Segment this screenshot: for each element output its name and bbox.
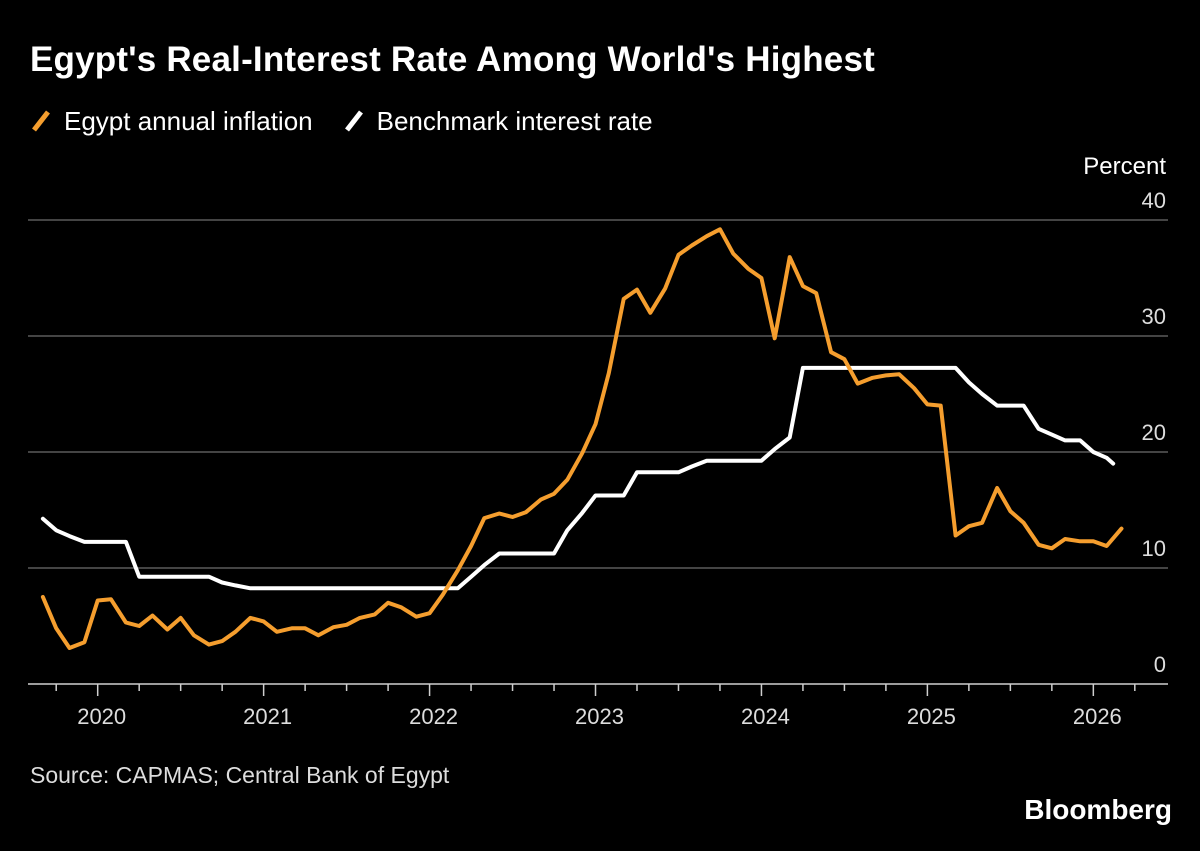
x-tick-label-2022: 2022: [409, 704, 458, 729]
y-tick-label-20: 20: [1142, 420, 1166, 445]
x-tick-label-2024: 2024: [741, 704, 790, 729]
legend-swatch-interest-rate: [344, 110, 363, 132]
x-tick-label-2025: 2025: [907, 704, 956, 729]
legend: Egypt annual inflation Benchmark interes…: [30, 104, 683, 138]
y-tick-label-40: 40: [1142, 188, 1166, 213]
legend-item-inflation: Egypt annual inflation: [30, 106, 313, 137]
legend-label-inflation: Egypt annual inflation: [64, 105, 313, 136]
x-tick-label-2020: 2020: [77, 704, 126, 729]
y-tick-label-0: 0: [1154, 652, 1166, 677]
bloomberg-logo: Bloomberg: [1024, 794, 1172, 825]
legend-item-interest-rate: Benchmark interest rate: [343, 106, 653, 137]
legend-label-interest-rate: Benchmark interest rate: [376, 105, 653, 136]
x-tick-label-2021: 2021: [243, 704, 292, 729]
y-tick-label-30: 30: [1142, 304, 1166, 329]
chart-title: Egypt's Real-Interest Rate Among World's…: [30, 40, 875, 79]
x-tick-label-2023: 2023: [575, 704, 624, 729]
source-note: Source: CAPMAS; Central Bank of Egypt: [30, 762, 450, 788]
x-tick-label-2026: 2026: [1073, 704, 1122, 729]
y-axis-label: Percent: [1083, 153, 1166, 180]
series-line-interest-rate: [40, 365, 1116, 591]
series-line-inflation: [40, 227, 1124, 650]
y-tick-label-10: 10: [1142, 536, 1166, 561]
legend-swatch-inflation: [32, 110, 50, 132]
